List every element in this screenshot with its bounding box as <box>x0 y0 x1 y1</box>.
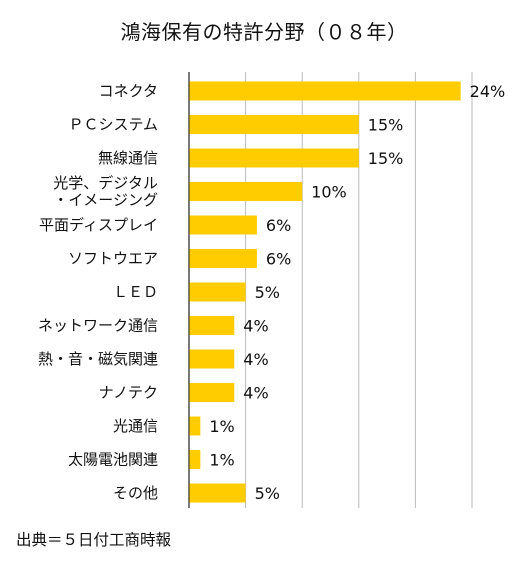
value-label: 6% <box>266 250 291 269</box>
chart-title: 鴻海保有の特許分野（０８年） <box>120 20 408 44</box>
bar <box>189 349 235 369</box>
value-label: 24% <box>470 82 506 101</box>
bar <box>189 182 303 201</box>
category-label: 熱・音・磁気関連 <box>38 350 158 368</box>
category-label: ソフトウエア <box>68 250 158 268</box>
bar <box>189 450 201 469</box>
category-label: ＬＥＤ <box>113 283 158 301</box>
bar <box>189 316 235 335</box>
value-label: 15% <box>368 116 404 135</box>
category-label: ＰＣシステム <box>68 116 158 134</box>
value-label: 6% <box>266 216 291 235</box>
bar <box>189 282 246 302</box>
value-label: 1% <box>209 451 234 470</box>
bar <box>189 416 201 436</box>
value-label: 4% <box>243 384 268 403</box>
category-label: ネットワーク通信 <box>38 317 158 335</box>
value-label: 4% <box>243 317 268 336</box>
value-label: 4% <box>243 350 268 369</box>
source-note: 出典＝５日付工商時報 <box>16 531 172 549</box>
bar <box>189 81 461 101</box>
value-label: 5% <box>255 283 280 302</box>
value-label: 10% <box>311 183 347 202</box>
bar <box>189 383 235 402</box>
category-label: コネクタ <box>99 82 158 100</box>
bar <box>189 115 359 134</box>
category-label: 太陽電池関連 <box>68 451 158 469</box>
bar <box>189 483 246 503</box>
label-layer: 24% コネクタ 15% ＰＣシステム 15% 無線通信 10% 光学、デジタル・イメージング… <box>38 82 505 503</box>
category-label: 平面ディスプレイ <box>39 216 158 234</box>
bar <box>189 249 257 268</box>
bar <box>189 148 359 168</box>
value-label: 5% <box>255 484 280 503</box>
bar-layer <box>189 81 461 503</box>
category-label: ナノテク <box>99 384 158 402</box>
category-label: 無線通信 <box>98 149 158 167</box>
category-label: 光通信 <box>113 417 158 435</box>
grid-layer <box>188 72 473 508</box>
category-label: その他 <box>113 484 158 502</box>
value-label: 1% <box>209 417 234 436</box>
bar <box>189 215 257 235</box>
value-label: 15% <box>368 149 404 168</box>
category-label: 光学、デジタル・イメージング <box>53 174 158 209</box>
